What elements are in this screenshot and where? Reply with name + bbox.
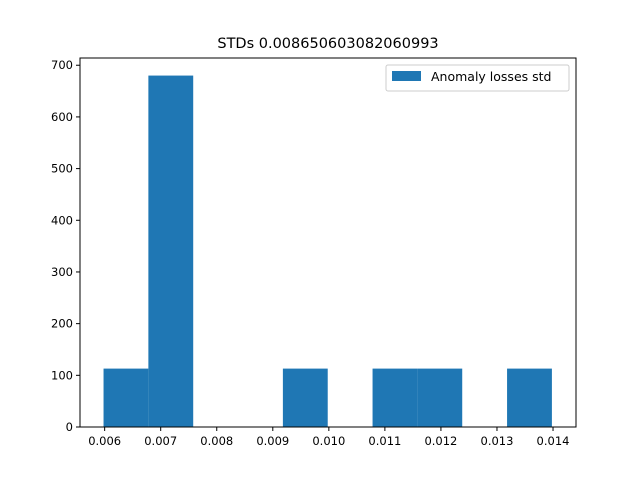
histogram-bar-6 [372,368,418,427]
histogram-bar-7 [417,368,463,427]
x-tick-label: 0.012 [424,434,457,448]
x-tick-label: 0.008 [200,434,233,448]
y-tick-label: 600 [51,110,73,124]
histogram-bar-4 [282,368,328,427]
x-tick-label: 0.013 [481,434,514,448]
y-tick-label: 200 [51,317,73,331]
x-tick-label: 0.014 [537,434,570,448]
x-tick-label: 0.010 [312,434,345,448]
legend-swatch [392,71,421,81]
legend-box [385,64,570,92]
histogram-bar-0 [103,368,149,427]
y-axis: 0 100 200 300 400 500 600 700 [51,58,80,434]
y-tick-label: 700 [51,58,73,72]
y-tick-label: 100 [51,368,73,382]
axes-frame [79,57,577,428]
x-tick-label: 0.006 [88,434,121,448]
histogram-bar-1 [148,75,194,428]
x-tick-label: 0.009 [256,434,289,448]
x-tick-label: 0.011 [368,434,401,448]
y-tick-label: 0 [66,420,73,434]
chart-title: STDs 0.008650603082060993 [217,36,438,52]
x-tick-label: 0.007 [144,434,177,448]
legend: Anomaly losses std [385,64,570,92]
y-tick-label: 300 [51,265,73,279]
x-axis: 0.006 0.007 0.008 0.009 0.010 0.011 0.012 0.013… [88,427,569,448]
y-tick-label: 400 [51,213,73,227]
legend-label: Anomaly losses std [431,69,551,84]
bars-group [103,75,552,428]
histogram-bar-9 [507,368,552,427]
y-tick-label: 500 [51,162,73,176]
